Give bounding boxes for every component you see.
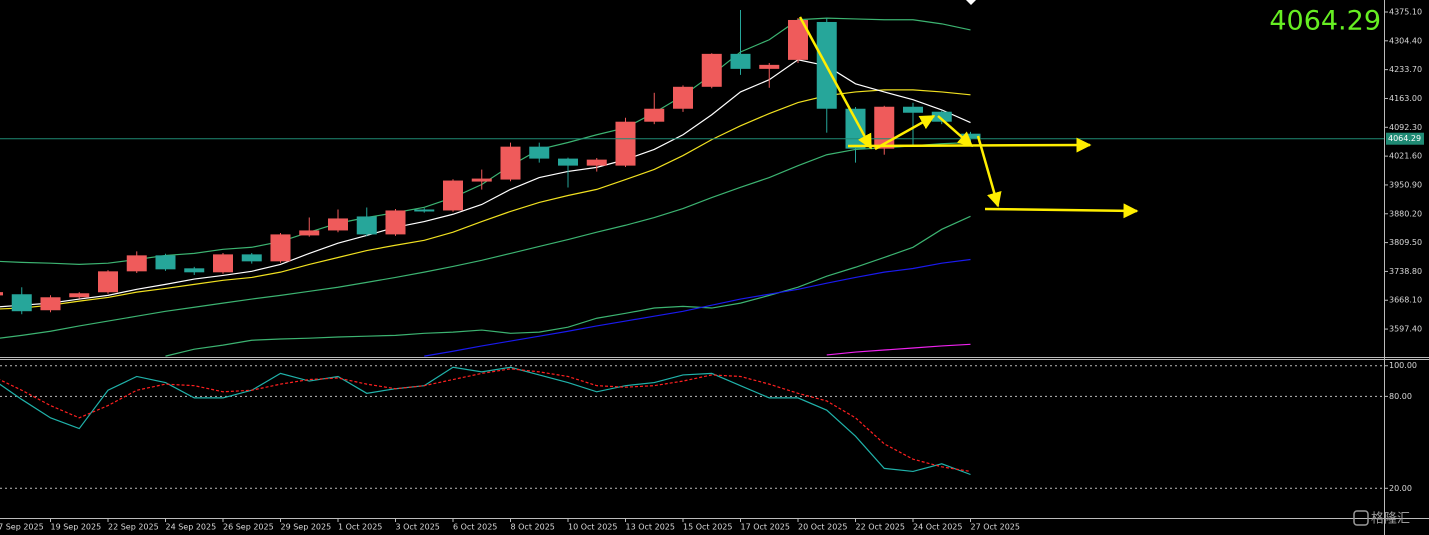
y-tick-label: 3880.20 — [1389, 209, 1422, 218]
x-tick-label: 6 Oct 2025 — [453, 523, 497, 532]
y-tick-label: 4092.30 — [1389, 123, 1422, 132]
annotations — [798, 16, 1139, 219]
arrow — [847, 137, 1092, 153]
candle-body — [644, 108, 665, 122]
candle-body — [328, 218, 348, 231]
x-tick-label: 1 Oct 2025 — [338, 523, 382, 532]
watermark: 格隆汇 — [1353, 510, 1410, 527]
candle-body — [299, 230, 320, 236]
y-tick-label: 3668.10 — [1389, 296, 1422, 305]
candle-body — [69, 293, 90, 298]
watermark-text: 格隆汇 — [1371, 511, 1410, 527]
candle-body — [903, 106, 923, 113]
candle-body — [0, 292, 3, 296]
candle-body — [788, 19, 808, 60]
indicator-line — [0, 89, 971, 310]
y-tick-label: 80.00 — [1389, 392, 1412, 401]
indicator-line — [165, 215, 971, 357]
candle-body — [241, 254, 262, 262]
candle-body — [356, 216, 377, 235]
candle-body — [615, 121, 636, 166]
candle-body — [586, 159, 607, 166]
x-tick-label: 24 Sep 2025 — [166, 523, 217, 532]
y-tick-label: 3597.40 — [1389, 325, 1422, 334]
y-tick-label: 3950.90 — [1389, 180, 1422, 189]
indicator-line — [0, 368, 971, 473]
candle-body — [213, 254, 233, 273]
x-tick-label: 22 Sep 2025 — [108, 523, 159, 532]
x-tick-label: 8 Oct 2025 — [511, 523, 555, 532]
candle-body — [500, 146, 521, 180]
indicator-line — [0, 59, 971, 308]
y-tick-label: 4304.40 — [1389, 36, 1422, 45]
x-tick-label: 3 Oct 2025 — [396, 523, 440, 532]
candle-body — [845, 108, 866, 149]
y-tick-label: 4375.10 — [1389, 7, 1422, 16]
x-tick-label: 29 Sep 2025 — [281, 523, 332, 532]
candle-body — [874, 106, 895, 149]
candle-body — [414, 209, 435, 212]
x-tick-label: 22 Oct 2025 — [856, 523, 905, 532]
candle-body — [529, 146, 550, 159]
oscillator-panel — [0, 365, 1384, 489]
arrow — [976, 135, 1002, 208]
current-price-box — [1386, 132, 1424, 145]
y-tick-label: 100.00 — [1389, 361, 1417, 370]
candle-body — [701, 53, 722, 87]
candle-body — [443, 180, 463, 211]
y-tick-label: 4163.00 — [1389, 94, 1422, 103]
candle-body — [673, 86, 693, 109]
arrow — [874, 114, 936, 151]
current-price-axis-label: 4064.29 — [1388, 134, 1421, 143]
candle-body — [385, 210, 406, 235]
y-tick-label: 3809.50 — [1389, 238, 1422, 247]
indicator-line — [0, 366, 971, 476]
candle-body — [155, 255, 176, 270]
candle-body — [98, 271, 118, 293]
y-tick-label: 20.00 — [1389, 484, 1412, 493]
x-tick-label: 17 Oct 2025 — [741, 523, 790, 532]
arrow — [984, 203, 1139, 219]
candle-body — [759, 64, 780, 69]
indicator-line — [0, 141, 971, 339]
arrow — [798, 16, 873, 150]
x-tick-label: 13 Oct 2025 — [626, 523, 675, 532]
candle-body — [40, 297, 61, 311]
candle-body — [730, 53, 751, 69]
shift-marker — [966, 0, 976, 5]
candle-body — [270, 234, 291, 262]
candle-body — [931, 111, 952, 122]
y-tick-label: 4233.70 — [1389, 65, 1422, 74]
arrow — [937, 115, 974, 147]
indicator-line — [826, 343, 971, 356]
y-tick-label: 3738.80 — [1389, 267, 1422, 276]
x-tick-label: 24 Oct 2025 — [913, 523, 962, 532]
x-tick-label: 17 Sep 2025 — [0, 523, 44, 532]
watermark-logo — [1353, 510, 1369, 526]
x-tick-label: 20 Oct 2025 — [798, 523, 847, 532]
candle-body — [471, 178, 492, 182]
x-tick-label: 27 Oct 2025 — [971, 523, 1020, 532]
x-tick-label: 10 Oct 2025 — [568, 523, 617, 532]
candle-body — [558, 158, 578, 166]
x-tick-label: 19 Sep 2025 — [51, 523, 102, 532]
price-panel — [0, 9, 1384, 357]
x-tick-label: 15 Oct 2025 — [683, 523, 732, 532]
candle-body — [184, 268, 205, 273]
candle-body — [11, 294, 32, 312]
current-price-label: 4064.29 — [1269, 6, 1381, 37]
x-tick-label: 26 Sep 2025 — [223, 523, 274, 532]
candle-body — [126, 255, 147, 272]
indicator-line — [424, 258, 971, 357]
y-tick-label: 4021.60 — [1389, 152, 1422, 161]
